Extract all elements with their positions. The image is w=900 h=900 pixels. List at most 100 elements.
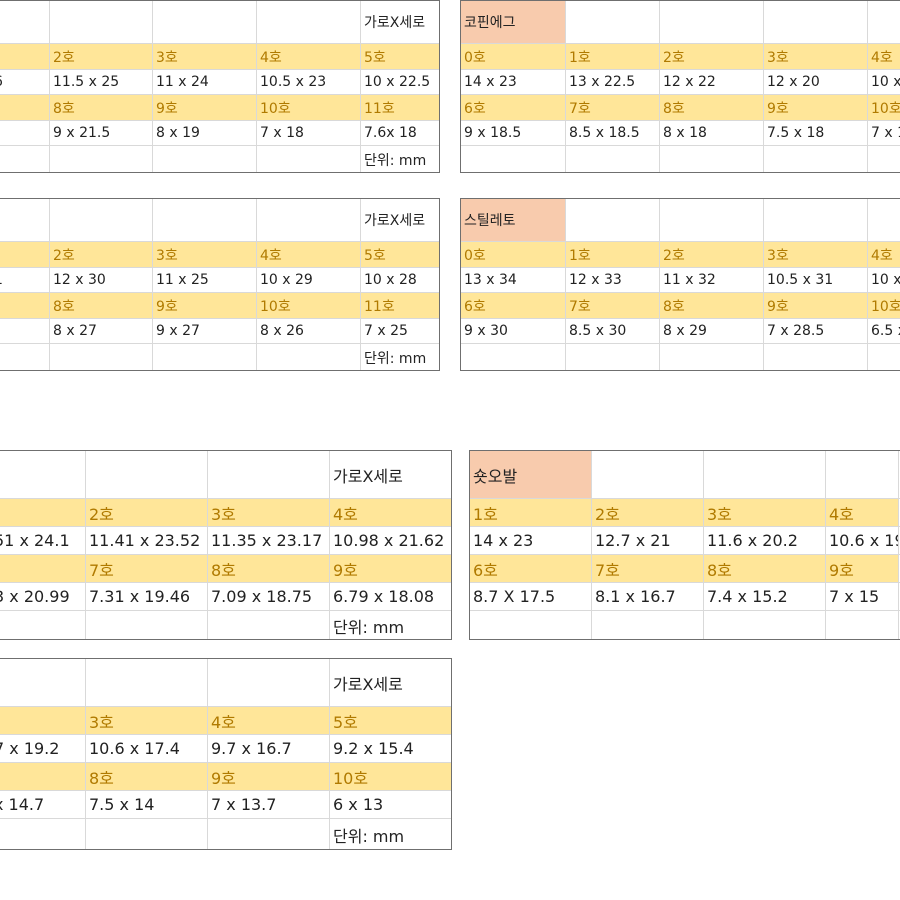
size-value-cell: [461, 146, 566, 172]
size-value-cell: [50, 146, 153, 172]
size-value-cell: [86, 659, 208, 707]
size-number-cell: 10호: [868, 293, 900, 319]
size-number-cell: 0호: [461, 242, 566, 268]
size-value-cell: [868, 199, 900, 242]
size-number-cell: 2호: [50, 44, 153, 70]
dimension-header: 가로X세로: [361, 199, 439, 242]
unit-label: 단위: mm: [333, 618, 405, 637]
size-value-cell: [868, 146, 900, 172]
size-value-cell: 7.6x 18: [361, 121, 439, 146]
size-number-cell: 3호: [764, 242, 868, 268]
size-value-cell: [153, 146, 257, 172]
size-value-cell: 7 x 1: [868, 121, 900, 146]
size-value-cell: 7.5 x 18: [764, 121, 868, 146]
size-value-cell: 12 x 22: [660, 70, 764, 95]
size-number-cell: 9호: [330, 555, 451, 583]
size-number-cell: 1호: [566, 242, 660, 268]
size-number-cell: 2호: [86, 499, 208, 527]
size-number-cell: [0, 44, 50, 70]
size-number-cell: 10호: [257, 95, 361, 121]
size-number-cell: 7호: [592, 555, 704, 583]
size-number-cell: 8호: [704, 555, 826, 583]
size-number-cell: [0, 242, 50, 268]
unit-label: 단위: mm: [364, 153, 427, 169]
dimension-header: 가로X세로: [330, 659, 451, 707]
size-number-cell: 9호: [208, 763, 330, 791]
size-value-cell: [660, 344, 764, 370]
size-value-cell: 7 x 19.2: [0, 735, 86, 763]
size-number-cell: 8호: [660, 293, 764, 319]
size-value-cell: [208, 451, 330, 499]
size-number-cell: 8호: [86, 763, 208, 791]
size-value-cell: [566, 1, 660, 44]
size-number-cell: 7호: [86, 555, 208, 583]
size-table-5: 가로X세로 2호 3호 4호 51 x 24.1 11.41 x 23.52 11.35 x…: [0, 450, 452, 640]
dimension-header: 가로X세로: [330, 451, 451, 499]
size-number-cell: 5호: [361, 242, 439, 268]
size-value-cell: [0, 121, 50, 146]
size-number-cell: 4호: [868, 44, 900, 70]
size-number-cell: [0, 555, 86, 583]
size-value-cell: 6.5 x: [868, 319, 900, 344]
size-number-cell: 10호: [868, 95, 900, 121]
size-value-cell: 10.98 x 21.62: [330, 527, 451, 555]
size-value-cell: 12 x 33: [566, 268, 660, 293]
size-number-cell: 9호: [764, 293, 868, 319]
size-value-cell: [826, 451, 899, 499]
size-value-cell: 7 x 28.5: [764, 319, 868, 344]
size-number-cell: 10호: [257, 293, 361, 319]
size-number-cell: 8호: [208, 555, 330, 583]
size-number-cell: [0, 293, 50, 319]
size-value-cell: 10.5 x 23: [257, 70, 361, 95]
size-value-cell: 8.7 X 17.5: [470, 583, 592, 611]
size-table-stiletto: 스틸레토 0호 1호 2호 3호 4호 13 x 34 12 x 33 11 x 32 10.5 …: [460, 198, 900, 371]
size-value-cell: 9 x 30: [461, 319, 566, 344]
size-value-cell: 13 x 22.5: [566, 70, 660, 95]
size-value-cell: [868, 344, 900, 370]
size-value-cell: 10 x: [868, 268, 900, 293]
size-number-cell: [0, 95, 50, 121]
size-value-cell: [0, 199, 50, 242]
size-number-cell: 4호: [257, 44, 361, 70]
size-value-cell: [0, 1, 50, 44]
size-value-cell: [704, 611, 826, 639]
size-value-cell: 10 x 29: [257, 268, 361, 293]
size-value-cell: [0, 451, 86, 499]
size-value-cell: 8 x 18: [660, 121, 764, 146]
size-value-cell: [153, 199, 257, 242]
size-value-cell: 11.6 x 20.2: [704, 527, 826, 555]
size-value-cell: 7.09 x 18.75: [208, 583, 330, 611]
shape-title: 스틸레토: [461, 199, 566, 242]
size-value-cell: [50, 344, 153, 370]
size-value-cell: [153, 1, 257, 44]
size-value-cell: 7 x 13.7: [208, 791, 330, 819]
size-value-cell: [86, 451, 208, 499]
size-value-cell: 11.35 x 23.17: [208, 527, 330, 555]
size-value-cell: 9 x 27: [153, 319, 257, 344]
size-number-cell: 2호: [50, 242, 153, 268]
size-value-cell: x 14.7: [0, 791, 86, 819]
size-value-cell: 7 x 25: [361, 319, 439, 344]
size-number-cell: 5호: [361, 44, 439, 70]
size-value-cell: [660, 1, 764, 44]
size-value-cell: [660, 146, 764, 172]
size-value-cell: 10.5 x 31: [764, 268, 868, 293]
size-number-cell: 6호: [461, 293, 566, 319]
size-value-cell: [660, 199, 764, 242]
size-value-cell: 8.5 x 30: [566, 319, 660, 344]
size-value-cell: 7 x 15: [826, 583, 899, 611]
size-number-cell: 8호: [50, 95, 153, 121]
size-value-cell: 11 x 25: [153, 268, 257, 293]
size-value-cell: [50, 199, 153, 242]
size-value-cell: [764, 344, 868, 370]
size-value-cell: 6 x 13: [330, 791, 451, 819]
size-number-cell: 0호: [461, 44, 566, 70]
size-value-cell: 9.2 x 15.4: [330, 735, 451, 763]
size-value-cell: [50, 1, 153, 44]
size-value-cell: [0, 819, 86, 849]
size-number-cell: 6호: [470, 555, 592, 583]
size-number-cell: [0, 499, 86, 527]
size-value-cell: 7 x 18: [257, 121, 361, 146]
size-value-cell: 6.79 x 18.08: [330, 583, 451, 611]
size-number-cell: 4호: [257, 242, 361, 268]
